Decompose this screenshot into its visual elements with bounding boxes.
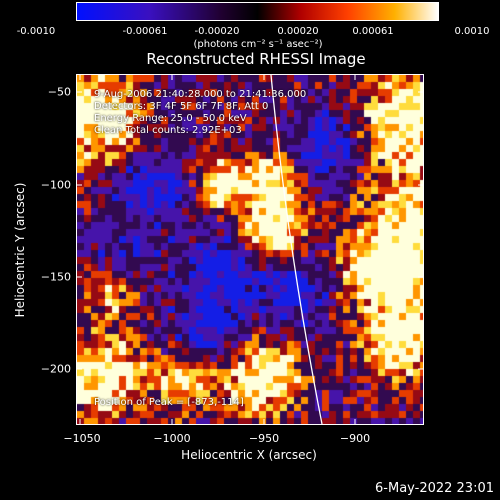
x-tick-label: −1050 <box>63 432 101 445</box>
x-tick-label: −950 <box>248 432 280 445</box>
y-axis-label: Heliocentric Y (arcsec) <box>13 182 27 318</box>
colorbar-tick: -0.00020 <box>194 26 240 37</box>
y-tick-label: −50 <box>47 85 71 99</box>
rhessi-image <box>76 74 424 425</box>
colorbar-tick: 0.0010 <box>454 26 490 37</box>
colorbar-tick: 0.00020 <box>277 26 319 37</box>
solar-limb-line <box>270 75 323 424</box>
colorbar-tick: 0.00061 <box>352 26 394 37</box>
plot-title: Reconstructed RHESSI Image <box>146 50 366 68</box>
colorbar-tick: -0.00061 <box>122 26 168 37</box>
info-energy: Energy Range: 25.0 - 50.0 keV <box>94 113 247 124</box>
x-axis-label: Heliocentric X (arcsec) <box>181 448 317 462</box>
info-method: Clean Total counts: 2.92E+03 <box>94 125 242 136</box>
y-tick-label: −150 <box>40 270 71 284</box>
image-heatmap <box>77 75 423 424</box>
x-tick-label: −900 <box>339 432 371 445</box>
timestamp: 6-May-2022 23:01 <box>375 481 494 496</box>
colorbar-units: (photons cm⁻² s⁻¹ asec⁻²) <box>193 39 323 50</box>
y-tick-label: −100 <box>40 178 71 192</box>
info-detectors: Detectors: 3F 4F 5F 6F 7F 8F, Att 0 <box>94 101 269 112</box>
info-time-range: 9-Aug-2006 21:40:28.000 to 21:41:36.000 <box>94 89 307 100</box>
info-peak: Position of Peak = [-873,-114] <box>94 397 244 408</box>
colorbar-tick: -0.0010 <box>16 26 56 37</box>
colorbar <box>76 2 439 21</box>
x-tick-label: −1000 <box>153 432 191 445</box>
y-tick-label: −200 <box>40 362 71 376</box>
